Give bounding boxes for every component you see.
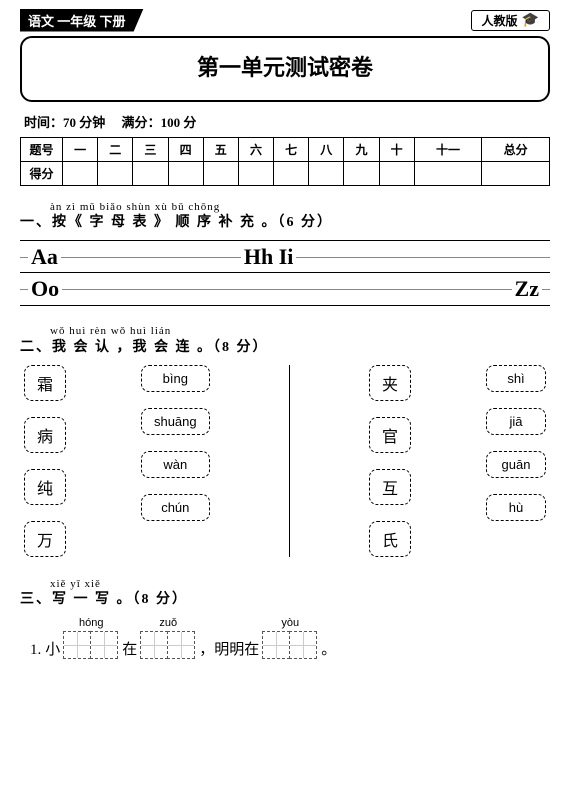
grid3[interactable]: yòu: [263, 617, 317, 659]
full-label: 满分: [122, 115, 148, 130]
q1-pinyin: àn zì mǔ biǎo shùn xù bǔ chōng: [50, 200, 550, 214]
subject-tag: 语文 一年级 下册: [20, 9, 144, 32]
hanzi-box[interactable]: 官: [369, 417, 411, 453]
hanzi-box[interactable]: 霜: [24, 365, 66, 401]
score-cell[interactable]: [168, 162, 203, 186]
right-hanzi-col: 夹 官 互 氏: [369, 365, 411, 557]
score-cell[interactable]: [238, 162, 273, 186]
table-row: 得分: [21, 162, 550, 186]
alpha-row-2: Oo Zz: [20, 273, 550, 305]
row-label: 题号: [21, 138, 63, 162]
alpha-aa: Aa: [28, 244, 61, 270]
q3-num: 1.: [30, 642, 41, 659]
score-cell[interactable]: [63, 162, 98, 186]
col-head: 十一: [414, 138, 482, 162]
divider: [289, 365, 291, 557]
graduation-icon: 🎓: [522, 12, 539, 29]
score-cell[interactable]: [203, 162, 238, 186]
col-head: 八: [309, 138, 344, 162]
q3-word: 小: [45, 638, 60, 659]
score-cell[interactable]: [344, 162, 379, 186]
row-label: 得分: [21, 162, 63, 186]
q3-pinyin: xiě yī xiě: [50, 577, 550, 591]
col-head: 十: [379, 138, 414, 162]
hanzi-box[interactable]: 氏: [369, 521, 411, 557]
time-value: 70 分钟: [63, 115, 105, 130]
alpha-row-1: Aa Hh Ii: [20, 241, 550, 273]
grid2[interactable]: zuǒ: [141, 617, 195, 659]
score-cell[interactable]: [274, 162, 309, 186]
hanzi-box[interactable]: 夹: [369, 365, 411, 401]
col-head: 七: [274, 138, 309, 162]
q2-pinyin: wǒ huì rèn wǒ huì lián: [50, 324, 550, 338]
col-head: 总分: [482, 138, 550, 162]
left-pinyin-col: bìng shuāng wàn chún: [141, 365, 210, 557]
alpha-zz: Zz: [512, 276, 542, 302]
score-cell[interactable]: [98, 162, 133, 186]
score-cell[interactable]: [482, 162, 550, 186]
pinyin-box[interactable]: shì: [486, 365, 546, 392]
score-cell[interactable]: [379, 162, 414, 186]
meta-line: 时间：70 分钟 满分：100 分: [24, 112, 550, 131]
grid3-pinyin: yòu: [281, 617, 299, 629]
col-head: 五: [203, 138, 238, 162]
score-cell[interactable]: [309, 162, 344, 186]
q3-head: xiě yī xiě 三、写 一 写 。（8 分）: [20, 577, 550, 609]
q3-title: 三、写 一 写 。（8 分）: [20, 591, 550, 609]
q2-head: wǒ huì rèn wǒ huì lián 二、我 会 认 ，我 会 连 。（…: [20, 324, 550, 356]
pinyin-box[interactable]: shuāng: [141, 408, 210, 435]
pinyin-box[interactable]: bìng: [141, 365, 210, 392]
score-table: 题号 一 二 三 四 五 六 七 八 九 十 十一 总分 得分: [20, 137, 550, 186]
col-head: 六: [238, 138, 273, 162]
grid2-pinyin: zuǒ: [159, 617, 177, 629]
hanzi-box[interactable]: 万: [24, 521, 66, 557]
time-label: 时间: [24, 115, 50, 130]
pinyin-box[interactable]: chún: [141, 494, 210, 521]
score-cell[interactable]: [133, 162, 168, 186]
q1-title: 一、按《 字 母 表 》 顺 序 补 充 。（6 分）: [20, 214, 550, 232]
full-value: 100 分: [161, 115, 197, 130]
q1-alpha-area[interactable]: Aa Hh Ii Oo Zz: [20, 240, 550, 306]
alpha-hhii: Hh Ii: [241, 244, 297, 270]
q3-word: 在: [122, 638, 137, 659]
pinyin-box[interactable]: hù: [486, 494, 546, 521]
col-head: 九: [344, 138, 379, 162]
col-head: 一: [63, 138, 98, 162]
table-row: 题号 一 二 三 四 五 六 七 八 九 十 十一 总分: [21, 138, 550, 162]
edition-badge: 人教版 🎓: [471, 10, 550, 31]
col-head: 四: [168, 138, 203, 162]
pinyin-box[interactable]: jiā: [486, 408, 546, 435]
title-box: 第一单元测试密卷: [20, 36, 550, 102]
q3-word: 。: [321, 638, 336, 659]
alpha-oo: Oo: [28, 276, 62, 302]
top-bar: 语文 一年级 下册 人教版 🎓: [20, 8, 550, 32]
grid1-pinyin: hóng: [79, 617, 103, 629]
q1-head: àn zì mǔ biǎo shùn xù bǔ chōng 一、按《 字 母 …: [20, 200, 550, 232]
pinyin-box[interactable]: wàn: [141, 451, 210, 478]
hanzi-box[interactable]: 纯: [24, 469, 66, 505]
hanzi-box[interactable]: 互: [369, 469, 411, 505]
q2-title: 二、我 会 认 ，我 会 连 。（8 分）: [20, 339, 550, 357]
q3-line-1: 1. 小 hóng 在 zuǒ ，明明在 yòu 。: [30, 617, 550, 659]
left-hanzi-col: 霜 病 纯 万: [24, 365, 66, 557]
pinyin-box[interactable]: guān: [486, 451, 546, 478]
q2-match[interactable]: 霜 病 纯 万 bìng shuāng wàn chún 夹 官 互 氏 shì…: [24, 365, 546, 557]
col-head: 三: [133, 138, 168, 162]
hanzi-box[interactable]: 病: [24, 417, 66, 453]
right-pinyin-col: shì jiā guān hù: [486, 365, 546, 557]
col-head: 二: [98, 138, 133, 162]
page-title: 第一单元测试密卷: [22, 50, 548, 82]
edition-label: 人教版: [482, 12, 518, 29]
grid1[interactable]: hóng: [64, 617, 118, 659]
q3-word: ，明明在: [199, 638, 259, 659]
score-cell[interactable]: [414, 162, 482, 186]
